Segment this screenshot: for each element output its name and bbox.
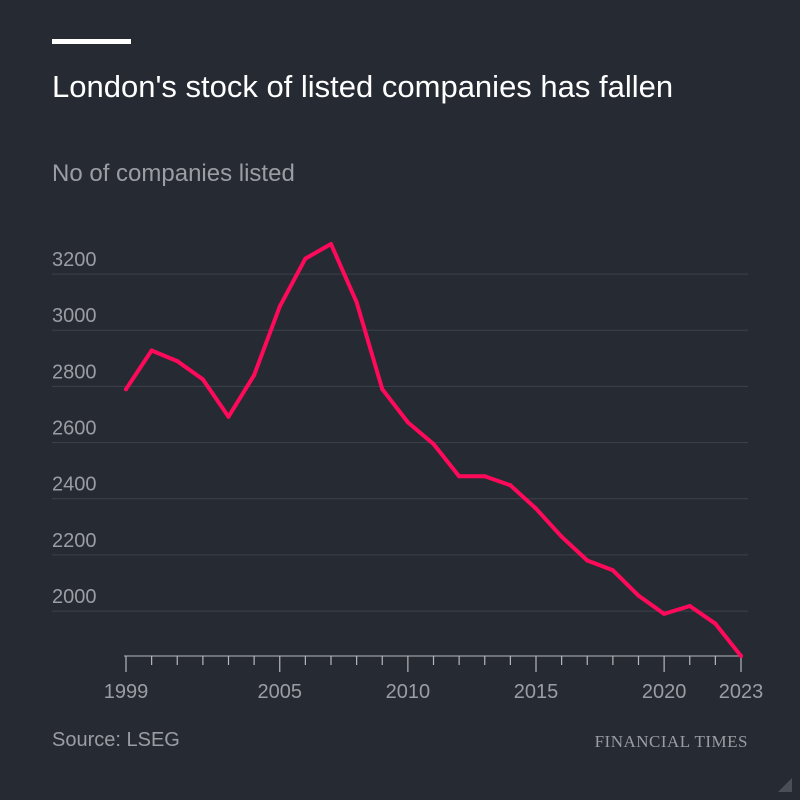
- brand-logo: FINANCIAL TIMES: [594, 732, 748, 751]
- data-point: [687, 604, 692, 609]
- y-tick-label: 2400: [52, 474, 97, 496]
- y-tick-label: 3200: [52, 249, 97, 271]
- x-tick-label: 2005: [258, 681, 303, 703]
- chart-title: London's stock of listed companies has f…: [52, 69, 674, 104]
- data-point: [354, 300, 359, 305]
- y-tick-label: 2000: [52, 586, 97, 608]
- x-tick-label: 2020: [642, 681, 687, 703]
- data-point: [380, 387, 385, 392]
- data-point: [124, 387, 128, 392]
- data-point: [149, 348, 154, 353]
- data-point: [277, 304, 282, 309]
- y-tick-label: 3000: [52, 305, 97, 327]
- data-point: [713, 621, 718, 626]
- data-point: [175, 359, 180, 364]
- source-note: Source: LSEG: [52, 729, 180, 751]
- data-point: [482, 474, 487, 479]
- y-tick-label: 2800: [52, 361, 97, 383]
- x-tick-label: 2023: [719, 681, 764, 703]
- data-point: [739, 654, 743, 658]
- data-point: [405, 420, 410, 425]
- data-point: [226, 414, 231, 419]
- data-point: [559, 534, 564, 539]
- data-point: [252, 373, 257, 378]
- x-tick-label: 2015: [514, 681, 559, 703]
- x-tick-label: 2010: [386, 681, 431, 703]
- data-point: [610, 568, 615, 573]
- y-tick-label: 2200: [52, 530, 97, 552]
- data-point: [457, 474, 462, 479]
- series-line: [124, 242, 743, 658]
- data-point: [303, 256, 308, 261]
- data-point: [662, 611, 667, 616]
- y-tick-label: 2600: [52, 418, 97, 440]
- data-point: [636, 593, 641, 598]
- chart-subtitle: No of companies listed: [52, 160, 295, 187]
- data-point: [534, 506, 538, 511]
- data-point: [508, 483, 513, 488]
- data-point: [329, 242, 333, 247]
- data-point: [585, 558, 590, 563]
- data-point: [200, 377, 205, 382]
- corner-mark: [778, 778, 792, 792]
- data-point: [431, 441, 436, 446]
- header-rule: [52, 39, 131, 44]
- x-tick-label: 1999: [104, 681, 149, 703]
